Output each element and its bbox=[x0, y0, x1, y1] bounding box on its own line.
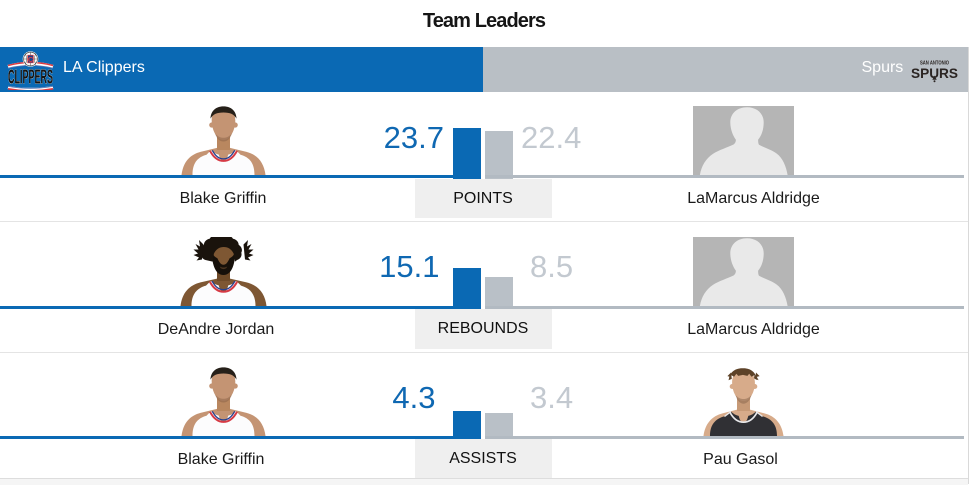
svg-text:SPURS: SPURS bbox=[911, 65, 958, 81]
svg-text:SAN ANTONIO: SAN ANTONIO bbox=[920, 61, 949, 67]
svg-text:C: C bbox=[28, 55, 34, 64]
svg-text:CLIPPERS: CLIPPERS bbox=[8, 67, 53, 89]
